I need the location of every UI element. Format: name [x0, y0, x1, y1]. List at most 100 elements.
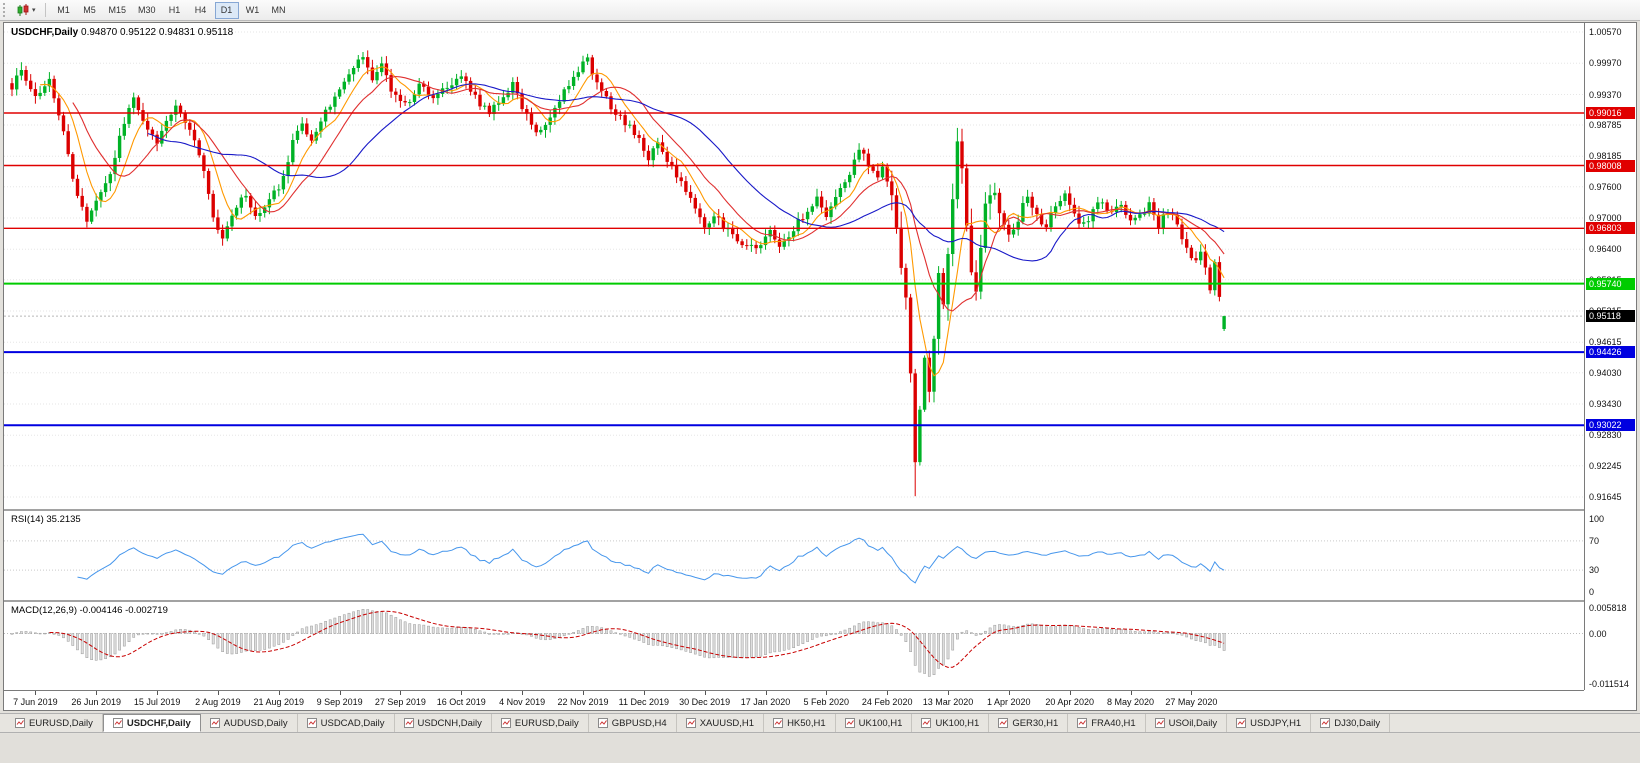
chart-ohlc-values: 0.94870 0.95122 0.94831 0.95118 — [81, 27, 234, 38]
macd-histogram — [10, 609, 1226, 677]
price-axis-label: 0.91645 — [1589, 492, 1622, 502]
status-bar — [0, 734, 1640, 763]
chart-tab-label: EURUSD,Daily — [29, 717, 93, 729]
chart-tab-fra40-h1[interactable]: FRA40,H1 — [1068, 714, 1146, 732]
price-axis-label: 0.93430 — [1589, 399, 1622, 409]
time-axis-tick — [643, 691, 645, 695]
timeframe-button-w1[interactable]: W1 — [241, 2, 265, 19]
date-label: 27 Sep 2019 — [374, 697, 426, 707]
chart-tab-usoil-daily[interactable]: USOil,Daily — [1146, 714, 1228, 732]
chart-icon — [1236, 718, 1247, 728]
chart-tab-xauusd-h1[interactable]: XAUUSD,H1 — [677, 714, 765, 732]
toolbar-grip[interactable] — [3, 3, 8, 17]
date-label: 4 Nov 2019 — [499, 697, 546, 707]
moving-average-line-14 — [72, 75, 1225, 312]
chart-tab-uk100-h1[interactable]: UK100,H1 — [836, 714, 913, 732]
chart-icon — [597, 718, 608, 728]
main-chart-canvas[interactable] — [4, 23, 1584, 509]
chart-tab-usdjpy-h1[interactable]: USDJPY,H1 — [1227, 714, 1312, 732]
time-axis-tick — [35, 691, 37, 695]
macd-signal-line — [49, 610, 1225, 668]
chart-tab-audusd-daily[interactable]: AUDUSD,Daily — [201, 714, 298, 732]
chart-tab-ger30-h1[interactable]: GER30,H1 — [989, 714, 1069, 732]
time-axis-tick — [339, 691, 341, 695]
time-axis-tick — [1191, 691, 1193, 695]
macd-canvas[interactable] — [4, 602, 1584, 690]
chart-tab-label: EURUSD,Daily — [514, 717, 579, 729]
chart-icon — [1154, 718, 1165, 728]
price-axis[interactable]: 1.00570 0.99970 0.99370 0.98785 0.98185 0.976… — [1584, 23, 1636, 690]
timeframe-button-m15[interactable]: M15 — [104, 2, 132, 19]
price-axis-label: 1.00570 — [1589, 27, 1622, 37]
hline-price-tag: 0.93022 — [1586, 419, 1635, 432]
date-label: 30 Dec 2019 — [679, 697, 731, 707]
price-axis-label: 0.99370 — [1589, 89, 1622, 100]
moving-average-line-7 — [40, 66, 1225, 377]
chart-icon — [1320, 718, 1331, 728]
date-label: 13 Mar 2020 — [922, 697, 974, 707]
time-axis-tick — [765, 691, 767, 695]
chart-tab-label: UK100,H1 — [858, 717, 903, 729]
timeframe-button-mn[interactable]: MN — [267, 2, 291, 19]
date-label: 5 Feb 2020 — [803, 697, 850, 707]
rsi-axis-label: 0 — [1589, 587, 1595, 597]
chart-tab-label: UK100,H1 — [935, 717, 980, 729]
chart-tab-uk100-h1[interactable]: UK100,H1 — [912, 714, 990, 732]
chart-icon — [403, 718, 414, 728]
timeframe-button-d1[interactable]: D1 — [214, 1, 239, 19]
rsi-label: RSI(14) 35.2135 — [11, 514, 81, 525]
chart-icon — [500, 718, 511, 728]
date-label: 22 Nov 2019 — [557, 697, 609, 707]
rsi-canvas[interactable] — [4, 511, 1584, 600]
time-axis-tick — [278, 691, 280, 695]
timeframe-button-m5[interactable]: M5 — [78, 2, 102, 19]
timeframe-buttons: M1 M5 M15 M30 H1 H4 D1 W1 MN — [51, 1, 292, 19]
rsi-current-value: 35.2135 — [46, 514, 81, 525]
chart-tab-label: GER30,H1 — [1012, 717, 1059, 729]
chart-icon — [844, 718, 855, 728]
time-axis-tick — [1130, 691, 1132, 695]
chart-tab-label: DJ30,Daily — [1334, 717, 1381, 729]
chart-tab-hk50-h1[interactable]: HK50,H1 — [764, 714, 836, 732]
timeframe-button-h1[interactable]: H1 — [163, 2, 187, 19]
chart-icon — [112, 718, 123, 728]
chart-tab-usdcnh-daily[interactable]: USDCNH,Daily — [395, 714, 492, 732]
hline-price-tag: 0.99016 — [1586, 107, 1635, 119]
timeframe-button-m1[interactable]: M1 — [52, 2, 76, 19]
time-axis-tick — [1008, 691, 1010, 695]
time-axis[interactable]: 7 Jun 2019 26 Jun 2019 15 Jul 2019 2 Aug 20… — [4, 690, 1584, 710]
date-label: 17 Jan 2020 — [740, 697, 791, 707]
pane-divider-rsi[interactable] — [4, 509, 1636, 511]
date-label: 7 Jun 2019 — [13, 697, 58, 707]
chart-tab-label: AUDUSD,Daily — [223, 717, 288, 729]
chart-tab-eurusd-daily[interactable]: EURUSD,Daily — [492, 714, 589, 732]
date-label: 20 Apr 2020 — [1045, 697, 1094, 707]
chart-tab-usdchf-daily[interactable]: USDCHF,Daily — [102, 714, 201, 732]
moving-average-line-30 — [147, 83, 1225, 262]
rsi-axis-label: 70 — [1589, 535, 1600, 546]
chart-tab-usdcad-daily[interactable]: USDCAD,Daily — [298, 714, 395, 732]
chart-icon — [1077, 718, 1088, 728]
timeframe-button-m30[interactable]: M30 — [133, 2, 161, 19]
chart-tab-label: HK50,H1 — [787, 717, 826, 729]
price-axis-label: 0.92830 — [1589, 430, 1622, 441]
time-axis-tick — [948, 691, 949, 695]
time-axis-tick — [583, 691, 584, 695]
chart-type-button[interactable]: ▾ — [12, 1, 40, 19]
date-label: 11 Dec 2019 — [618, 697, 669, 707]
chart-tab-eurusd-daily[interactable]: EURUSD,Daily — [6, 714, 103, 732]
date-label: 26 Jun 2019 — [71, 697, 121, 707]
date-label: 9 Sep 2019 — [316, 697, 363, 707]
chart-icon — [998, 718, 1009, 728]
rsi-indicator-pane: RSI(14) 35.2135 — [4, 511, 1584, 600]
chart-tab-dj30-daily[interactable]: DJ30,Daily — [1311, 714, 1391, 732]
rsi-axis-label: 30 — [1589, 565, 1600, 576]
chart-tab-label: USDCHF,Daily — [126, 717, 191, 729]
timeframe-button-h4[interactable]: H4 — [189, 2, 213, 19]
date-label: 21 Aug 2019 — [253, 697, 305, 707]
pane-divider-macd[interactable] — [4, 600, 1636, 602]
chart-icon — [306, 718, 317, 728]
rsi-axis-label: 100 — [1589, 514, 1605, 524]
chart-tab-gbpusd-h4[interactable]: GBPUSD,H4 — [589, 714, 677, 732]
candlestick-chart-icon — [17, 3, 29, 16]
